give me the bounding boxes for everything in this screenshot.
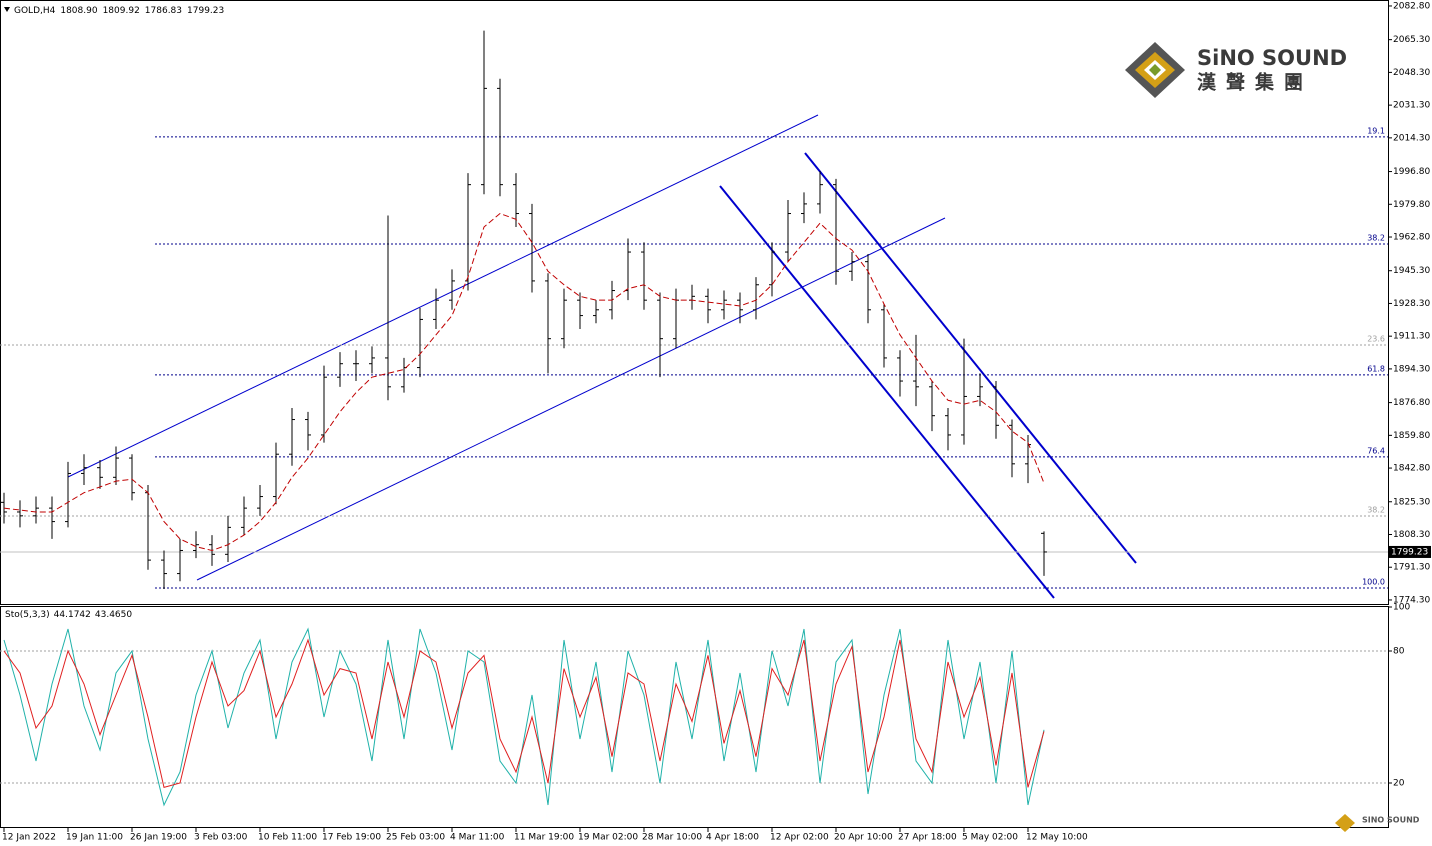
x-tick-label: 27 Apr 18:00 [898, 833, 957, 843]
ohlc-value: 1799.23 [187, 6, 224, 16]
header-text: GOLD,H4 1808.90 1809.92 1786.83 1799.23 [14, 6, 224, 16]
price-tag [1388, 545, 1431, 558]
ohlc-value: 1809.92 [103, 6, 140, 16]
y-tick-label: 1928.30 [1393, 299, 1430, 309]
moving-average [3, 212, 1045, 551]
x-tick-label: 4 Mar 11:00 [450, 833, 505, 843]
y-tick-label: 1859.80 [1393, 431, 1430, 441]
y-tick-label: 1808.30 [1393, 530, 1430, 540]
y-tick-label: 1911.30 [1393, 332, 1430, 342]
y-tick-label: 1894.30 [1393, 364, 1430, 374]
price-pane-frame [0, 0, 1389, 605]
logo: SiNO SOUND 漢聲集團 SINO SOUND [1125, 42, 1420, 832]
y-tick-label: 2014.30 [1393, 133, 1430, 143]
y-tick-label: 2065.30 [1393, 35, 1430, 45]
y-tick-label: 1996.80 [1393, 167, 1430, 177]
y-tick-label: 1825.30 [1393, 497, 1430, 507]
x-tick-label: 5 May 02:00 [962, 833, 1018, 843]
y-tick-label: 2082.80 [1393, 1, 1430, 11]
channel-line [196, 217, 946, 581]
indicator-title: Sto(5,3,3) 44.1742 43.4650 [5, 610, 132, 620]
channel-line [67, 114, 819, 478]
logo-name: SiNO SOUND [1197, 46, 1347, 70]
channel-line [804, 152, 1137, 564]
y-tick-label: 1945.30 [1393, 266, 1430, 276]
fib-label: 19.1 [1367, 126, 1385, 135]
fib-label: 38.2 [1367, 233, 1385, 242]
x-tick-label: 26 Jan 19:00 [130, 833, 187, 843]
oscillator-line [3, 627, 1045, 807]
y-tick-label: 1876.80 [1393, 398, 1430, 408]
indicator-value: 43.4650 [95, 610, 132, 620]
channel-line [719, 185, 1055, 599]
x-tick-label: 28 Mar 10:00 [642, 833, 702, 843]
y-tick-label: 20 [1393, 779, 1405, 789]
x-tick-label: 12 Jan 2022 [2, 833, 56, 843]
x-tick-label: 4 Apr 18:00 [706, 833, 759, 843]
x-tick-label: 12 Apr 02:00 [770, 833, 829, 843]
ohlc-value: 1786.83 [145, 6, 182, 16]
logo-chinese: 漢聲集團 [1197, 71, 1313, 94]
x-tick-label: 11 Mar 19:00 [514, 833, 574, 843]
price-tag-label: 1799.23 [1391, 547, 1428, 557]
y-tick-label: 1979.80 [1393, 200, 1430, 210]
x-tick-label: 19 Mar 02:00 [578, 833, 638, 843]
x-tick-label: 10 Feb 11:00 [258, 833, 317, 843]
fib-label: 23.6 [1367, 335, 1385, 344]
indicator-name: Sto(5,3,3) [5, 610, 50, 620]
y-tick-label: 1791.30 [1393, 563, 1430, 573]
y-tick-label: 1774.30 [1393, 595, 1430, 605]
oscillator-line [3, 638, 1045, 789]
symbol: GOLD,H4 [14, 6, 56, 16]
y-tick-label: 1962.80 [1393, 233, 1430, 243]
y-tick-label: 1842.80 [1393, 464, 1430, 474]
header: GOLD,H4 1808.90 1809.92 1786.83 1799.23 [4, 6, 224, 16]
menu-arrow [4, 7, 10, 12]
logo-diamond [1149, 64, 1161, 76]
fib-label: 38.2 [1367, 506, 1385, 515]
x-tick-label: 12 May 10:00 [1026, 833, 1088, 843]
fib-label: 100.0 [1362, 578, 1385, 587]
ohlc-value: 1808.90 [60, 6, 97, 16]
x-tick-label: 17 Feb 19:00 [322, 833, 381, 843]
x-tick-label: 25 Feb 03:00 [386, 833, 445, 843]
watermark: SINO SOUND [1362, 816, 1420, 825]
y-tick-label: 2031.30 [1393, 101, 1430, 111]
y-tick-label: 100 [1393, 603, 1410, 613]
y-tick-label: 80 [1393, 647, 1405, 657]
indicator-value: 44.1742 [54, 610, 91, 620]
indicator-pane-frame [0, 606, 1389, 828]
x-tick-label: 20 Apr 10:00 [834, 833, 893, 843]
fib-label: 76.4 [1367, 446, 1385, 455]
y-tick-label: 2048.30 [1393, 68, 1430, 78]
x-tick-label: 3 Feb 03:00 [194, 833, 248, 843]
fib-label: 61.8 [1367, 364, 1385, 373]
x-tick-label: 19 Jan 11:00 [66, 833, 123, 843]
watermark-diamond [1335, 814, 1355, 832]
